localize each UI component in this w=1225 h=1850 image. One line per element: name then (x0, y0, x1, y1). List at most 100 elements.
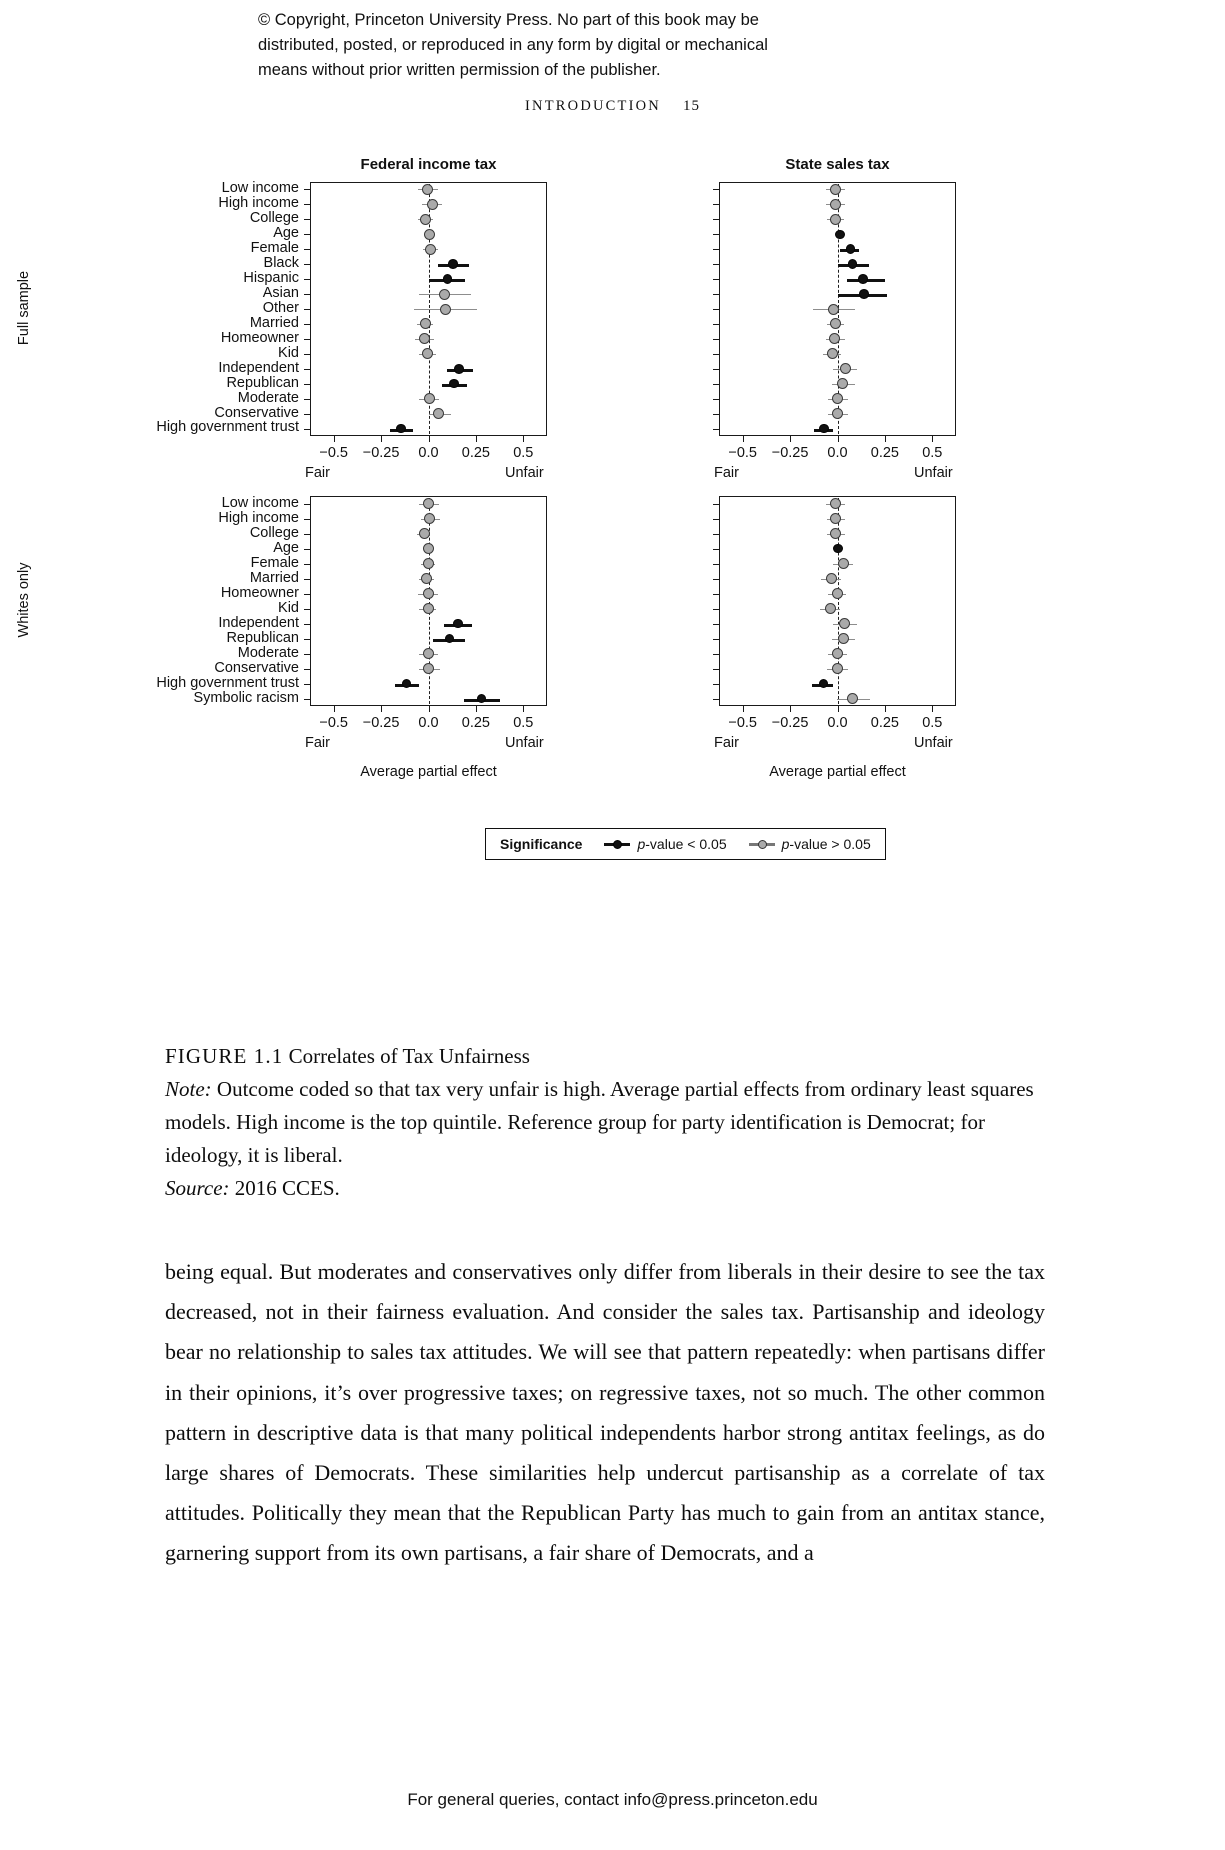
estimate-point (422, 558, 434, 569)
x-tick-label: 0.0 (827, 445, 848, 461)
y-tick (304, 234, 310, 236)
estimate-point (448, 259, 458, 269)
y-tick (713, 338, 719, 340)
y-tick (304, 548, 310, 550)
estimate-point (837, 558, 849, 569)
page-number: 15 (682, 98, 700, 114)
estimate-point (442, 274, 453, 284)
y-tick (304, 398, 310, 400)
y-tick (713, 204, 719, 206)
source-text: 2016 CCES. (234, 1176, 340, 1200)
x-axis-title-0: Average partial effect (360, 764, 497, 780)
figure-label: FIGURE 1.1 (165, 1044, 284, 1068)
y-tick (304, 413, 310, 415)
legend-marker-significant-icon (604, 838, 631, 850)
category-label: Moderate (237, 644, 299, 661)
estimate-point (826, 348, 838, 360)
x-tick (333, 436, 335, 442)
estimate-point (819, 423, 829, 434)
estimate-point (422, 183, 434, 195)
y-tick (304, 323, 310, 325)
estimate-point (835, 229, 845, 240)
estimate-point (421, 573, 433, 584)
category-label: Homeowner (220, 329, 299, 346)
copyright-notice: © Copyright, Princeton University Press.… (258, 8, 968, 83)
y-tick (304, 668, 310, 670)
legend-item-not-significant: p-value > 0.05 (748, 836, 871, 852)
estimate-point (832, 648, 844, 659)
estimate-point (832, 663, 843, 674)
estimate-point (453, 618, 463, 629)
y-tick (304, 518, 310, 520)
y-tick (713, 249, 719, 251)
y-tick (304, 294, 310, 296)
note-text: Outcome coded so that tax very unfair is… (165, 1077, 1034, 1167)
estimate-point (440, 303, 452, 315)
category-label: Age (273, 539, 299, 556)
y-tick (713, 563, 719, 565)
category-label: Married (249, 314, 299, 331)
estimate-point (419, 333, 431, 345)
category-label: Moderate (237, 389, 299, 406)
y-tick (304, 204, 310, 206)
y-tick (713, 353, 719, 355)
y-tick (304, 578, 310, 580)
estimate-point (420, 213, 432, 225)
y-tick (304, 249, 310, 251)
y-tick (304, 638, 310, 640)
estimate-point (845, 244, 856, 254)
y-tick (713, 398, 719, 400)
figure-1-1: Federal income tax State sales tax Full sa… (0, 148, 1225, 868)
category-label: Female (250, 554, 299, 571)
y-tick (713, 638, 719, 640)
strip-label-whites-only: Whites only (16, 562, 32, 638)
x-axis-tick-labels-1-0: −0.5 −0.25 0.0 0.25 0.5 (310, 715, 547, 733)
x-axis-end-label-unfair: Unfair (914, 465, 953, 481)
y-tick (713, 294, 719, 296)
figure-title: Correlates of Tax Unfairness (288, 1044, 530, 1068)
y-tick (304, 353, 310, 355)
estimate-point (825, 603, 837, 614)
estimate-point (830, 528, 842, 539)
estimate-point (401, 678, 412, 689)
category-label: Conservative (214, 659, 299, 676)
legend-label: p-value > 0.05 (781, 836, 871, 852)
x-tick (790, 706, 792, 712)
note-label: Note: (165, 1077, 212, 1101)
y-tick (304, 368, 310, 370)
x-tick-label: −0.5 (319, 445, 348, 461)
x-tick-label: 0.25 (461, 445, 491, 461)
estimate-point (396, 423, 406, 434)
estimate-point (423, 228, 435, 240)
x-tick-label: 0.0 (418, 715, 439, 731)
estimate-point (832, 408, 843, 420)
body-paragraph: being equal. But moderates and conservat… (165, 1259, 1045, 1566)
y-tick (304, 533, 310, 535)
estimate-point (422, 348, 434, 360)
y-tick (304, 219, 310, 221)
x-tick (837, 706, 839, 712)
category-label: Independent (218, 359, 299, 376)
category-label: High income (218, 509, 299, 526)
y-tick (713, 219, 719, 221)
x-axis-title-1: Average partial effect (769, 764, 906, 780)
x-tick-label: 0.25 (870, 715, 900, 731)
y-tick (304, 593, 310, 595)
x-tick (523, 706, 525, 712)
estimate-point (858, 274, 868, 284)
category-label: High government trust (156, 419, 299, 436)
x-tick (932, 706, 934, 712)
category-label: Age (273, 225, 299, 242)
x-axis-end-label-fair: Fair (305, 465, 330, 481)
estimate-point (829, 198, 841, 210)
estimate-point (444, 633, 455, 644)
y-tick (713, 368, 719, 370)
estimate-point (829, 183, 841, 195)
estimate-point (826, 573, 838, 584)
x-tick-label: −0.25 (771, 445, 809, 461)
significance-legend: Significance p-value < 0.05 p-value > 0.05 (485, 828, 886, 860)
category-label: High government trust (156, 674, 299, 691)
y-tick (304, 653, 310, 655)
category-labels-1-0: Low income High income College Age Female Mar… (43, 495, 299, 706)
estimate-point (423, 663, 435, 674)
